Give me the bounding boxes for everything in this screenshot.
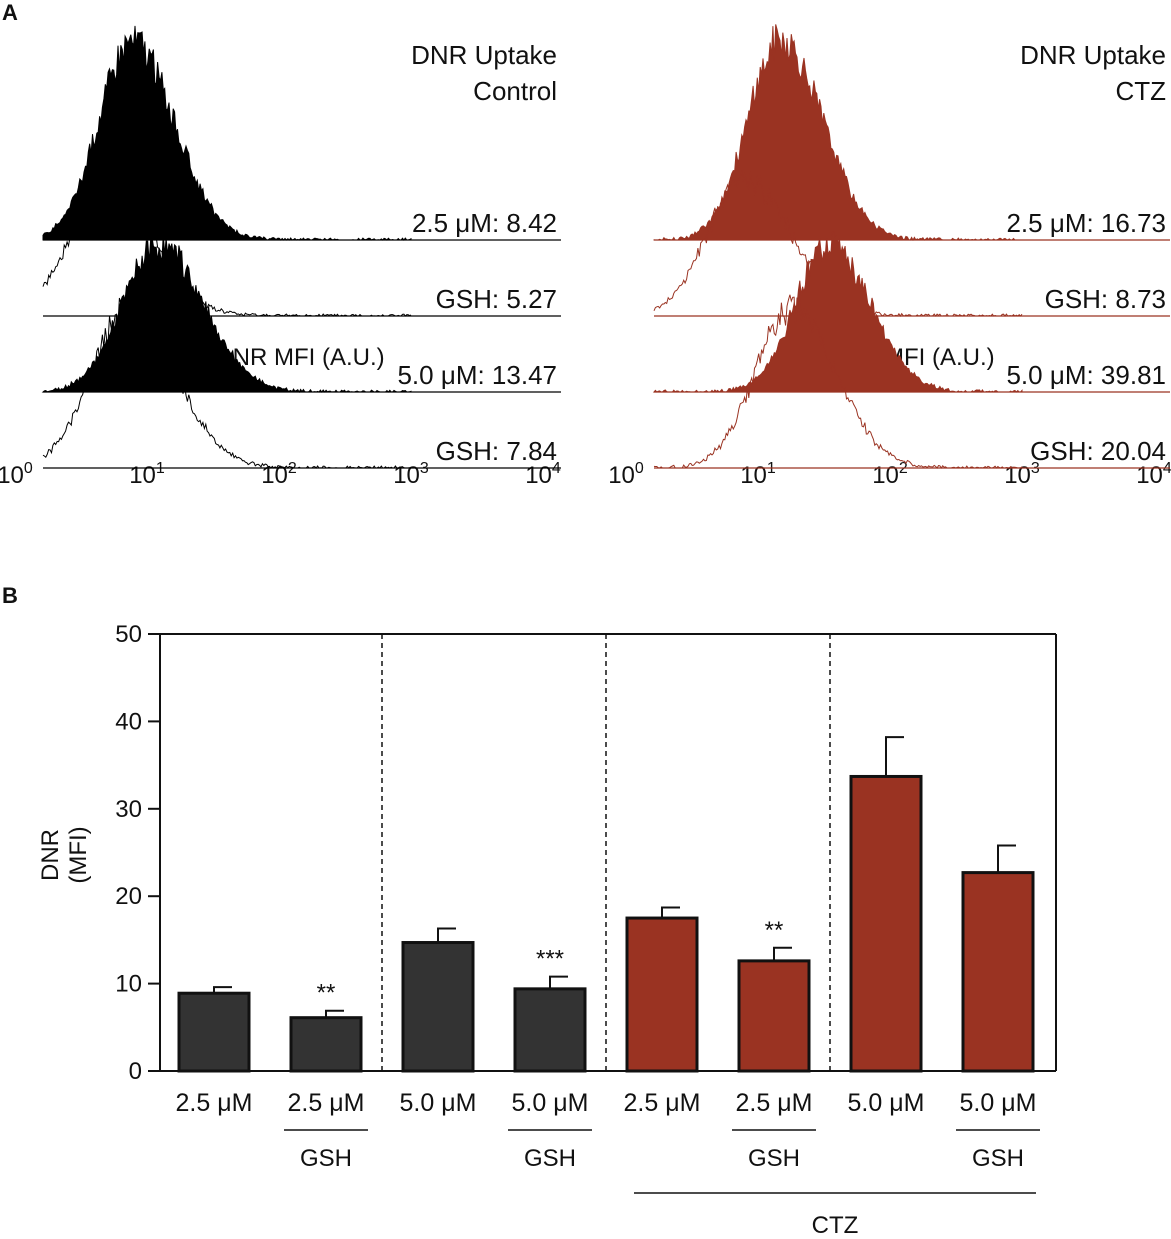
x-tick-label: 2.5 μM bbox=[624, 1089, 701, 1117]
bar bbox=[401, 941, 475, 1073]
histogram-filled-trace bbox=[41, 233, 412, 393]
y-axis-title-line-1: DNR bbox=[37, 829, 64, 881]
x-tick-label: 5.0 μM bbox=[512, 1089, 589, 1117]
bar bbox=[513, 987, 587, 1073]
panel-label-b: B bbox=[2, 583, 18, 608]
bar bbox=[737, 959, 811, 1073]
y-tick-label: 0 bbox=[129, 1058, 142, 1085]
histogram-mfi-label: GSH: 5.27 bbox=[436, 284, 557, 314]
gsh-label: GSH bbox=[524, 1145, 576, 1172]
x-tick-label: 101 bbox=[129, 460, 165, 489]
significance-marker: ** bbox=[765, 917, 784, 944]
histogram-mfi-label: GSH: 8.73 bbox=[1045, 284, 1166, 314]
histogram-mfi-label: 5.0 μM: 13.47 bbox=[397, 360, 557, 390]
histogram-open-trace bbox=[42, 297, 412, 469]
histogram-mfi-label: GSH: 20.04 bbox=[1030, 436, 1166, 466]
x-tick-label: 101 bbox=[740, 460, 776, 489]
x-tick-label: 2.5 μM bbox=[736, 1089, 813, 1117]
bar-chart-panel: DNR (MFI) 0 10 20 30 40 50 2.5 μM ** 2.5 μM 5.0 μ… bbox=[37, 621, 1057, 1239]
ctz-label: CTZ bbox=[812, 1212, 859, 1239]
x-tick-label: 2.5 μM bbox=[288, 1089, 365, 1117]
histogram-title-line-1: DNR Uptake bbox=[411, 40, 557, 70]
bar bbox=[289, 1016, 363, 1073]
histogram-title-line-2: CTZ bbox=[1115, 76, 1166, 106]
y-tick-label: 20 bbox=[115, 883, 142, 910]
histogram-title-line-2: Control bbox=[473, 76, 557, 106]
significance-marker: ** bbox=[317, 980, 336, 1007]
y-tick-label: 10 bbox=[115, 971, 142, 998]
histogram-open-trace bbox=[653, 294, 1023, 469]
significance-marker: *** bbox=[536, 946, 564, 973]
bar bbox=[849, 774, 923, 1073]
gsh-label: GSH bbox=[300, 1145, 352, 1172]
x-tick-label: 2.5 μM bbox=[176, 1089, 253, 1117]
x-tick-label: 5.0 μM bbox=[400, 1089, 477, 1117]
histogram-filled-trace bbox=[42, 25, 412, 241]
x-tick-label: 100 bbox=[0, 460, 33, 489]
histogram-filled-trace bbox=[652, 230, 1023, 393]
histogram-mfi-label: 2.5 μM: 8.42 bbox=[412, 208, 557, 238]
bar bbox=[961, 871, 1035, 1073]
histogram-panel-ctz: DNR Uptake CTZ DNR MFI (A.U.) 100 101 102 1… bbox=[608, 24, 1171, 489]
x-tick-label: 103 bbox=[393, 460, 429, 489]
x-tick-label: 5.0 μM bbox=[848, 1089, 925, 1117]
x-tick-label: 100 bbox=[608, 460, 644, 489]
y-axis-title-line-2: (MFI) bbox=[65, 826, 92, 883]
histogram-open-trace bbox=[42, 164, 412, 317]
histogram-mfi-label: 2.5 μM: 16.73 bbox=[1006, 208, 1166, 238]
y-tick-label: 30 bbox=[115, 796, 142, 823]
bar bbox=[625, 916, 699, 1073]
bar bbox=[177, 991, 251, 1073]
gsh-label: GSH bbox=[748, 1145, 800, 1172]
histogram-mfi-label: GSH: 7.84 bbox=[436, 436, 557, 466]
gsh-label: GSH bbox=[972, 1145, 1024, 1172]
y-tick-label: 50 bbox=[115, 621, 142, 648]
histogram-mfi-label: 5.0 μM: 39.81 bbox=[1006, 360, 1166, 390]
panel-label-a: A bbox=[2, 0, 18, 25]
histogram-title-line-1: DNR Uptake bbox=[1020, 40, 1166, 70]
x-tick-label: 5.0 μM bbox=[960, 1089, 1037, 1117]
x-tick-label: 102 bbox=[872, 460, 908, 489]
histogram-panel-control: DNR Uptake Control DNR MFI (A.U.) 100 101… bbox=[0, 25, 561, 489]
y-tick-label: 40 bbox=[115, 708, 142, 735]
histogram-filled-trace bbox=[653, 24, 1022, 242]
